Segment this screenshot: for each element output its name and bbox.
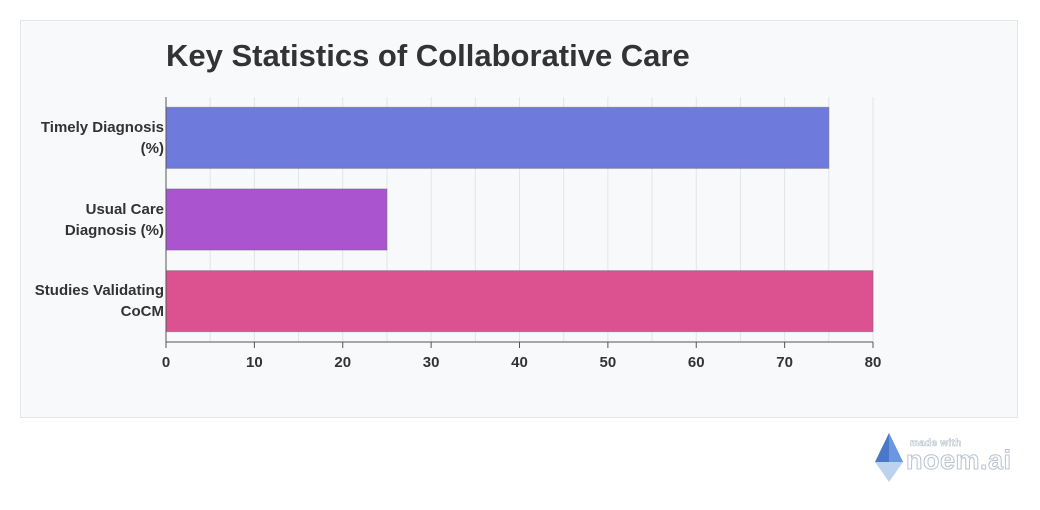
x-tick-label: 40: [511, 354, 528, 371]
x-tick-label: 0: [162, 354, 170, 371]
y-tick-label: Usual Care Diagnosis (%): [64, 200, 164, 239]
noem-logo-icon: [875, 433, 903, 482]
watermark-brand-text: noem.ai: [906, 445, 1012, 476]
y-tick-label: Timely Diagnosis (%): [40, 118, 164, 157]
chart-title: Key Statistics of Collaborative Care: [166, 38, 690, 73]
x-tick-label: 80: [865, 354, 882, 371]
watermark-small-text: made with: [910, 438, 962, 450]
x-tick-label: 30: [423, 354, 440, 371]
bar-chart: 0 10 20 30 40 50 60 70 80: [162, 97, 882, 371]
bar-1: [165, 188, 388, 251]
bar-2: [165, 270, 874, 333]
x-tick-label: 70: [776, 354, 793, 371]
bar-0: [165, 106, 830, 169]
x-tick-label: 50: [600, 354, 617, 371]
x-tick-label: 60: [688, 354, 705, 371]
watermark: made with noem.ai: [872, 432, 1022, 486]
y-tick-label: Studies Validating CoCM: [34, 282, 164, 321]
x-tick-label: 10: [246, 354, 263, 371]
x-tick-label: 20: [334, 354, 351, 371]
